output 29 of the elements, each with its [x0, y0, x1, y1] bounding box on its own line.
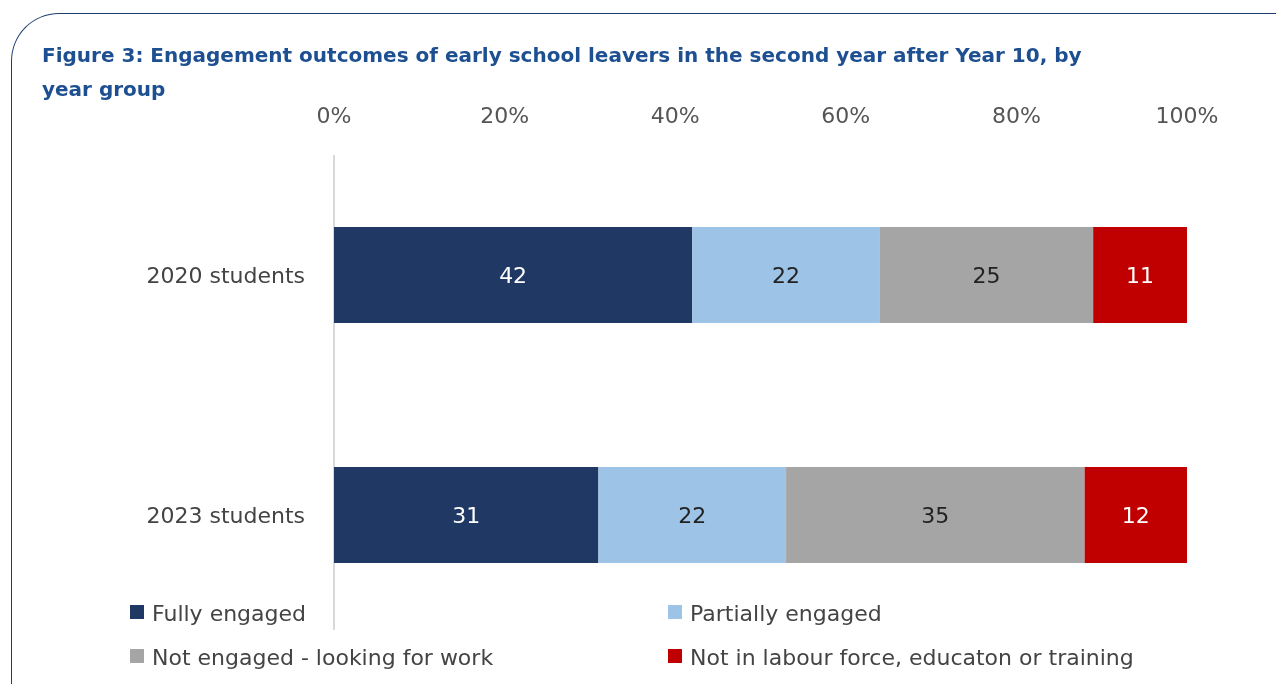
legend-label: Not in labour force, educaton or training — [690, 644, 1134, 670]
data-label: 25 — [972, 262, 1001, 288]
x-tick-label: 60% — [821, 103, 871, 128]
bar — [1084, 467, 1187, 563]
y-tick-label: 2020 students — [146, 262, 305, 288]
legend-label: Fully engaged — [152, 600, 307, 626]
data-label: 22 — [678, 502, 707, 528]
data-label: 12 — [1121, 502, 1150, 528]
data-label: 11 — [1126, 262, 1155, 288]
chart-title: Figure 3: Engagement outcomes of early school leavers in the second year after Year 10, by year group — [42, 43, 1082, 101]
x-tick-label: 100% — [1155, 103, 1219, 128]
x-tick-label: 20% — [480, 103, 530, 128]
bar — [1093, 227, 1187, 323]
bar — [598, 467, 787, 563]
legend-label: Not engaged - looking for work — [152, 644, 494, 670]
bar — [692, 227, 880, 323]
bar — [879, 227, 1094, 323]
data-label: 22 — [772, 262, 801, 288]
x-tick-label: 0% — [316, 103, 352, 128]
bar — [786, 467, 1085, 563]
legend-label: Partially engaged — [690, 600, 882, 626]
data-label: 42 — [499, 262, 528, 288]
x-tick-label: 40% — [650, 103, 700, 128]
data-label: 31 — [452, 502, 481, 528]
bar — [334, 227, 693, 323]
data-label: 35 — [921, 502, 950, 528]
x-tick-label: 80% — [991, 103, 1041, 128]
y-tick-label: 2023 students — [146, 502, 305, 528]
bar — [334, 467, 599, 563]
